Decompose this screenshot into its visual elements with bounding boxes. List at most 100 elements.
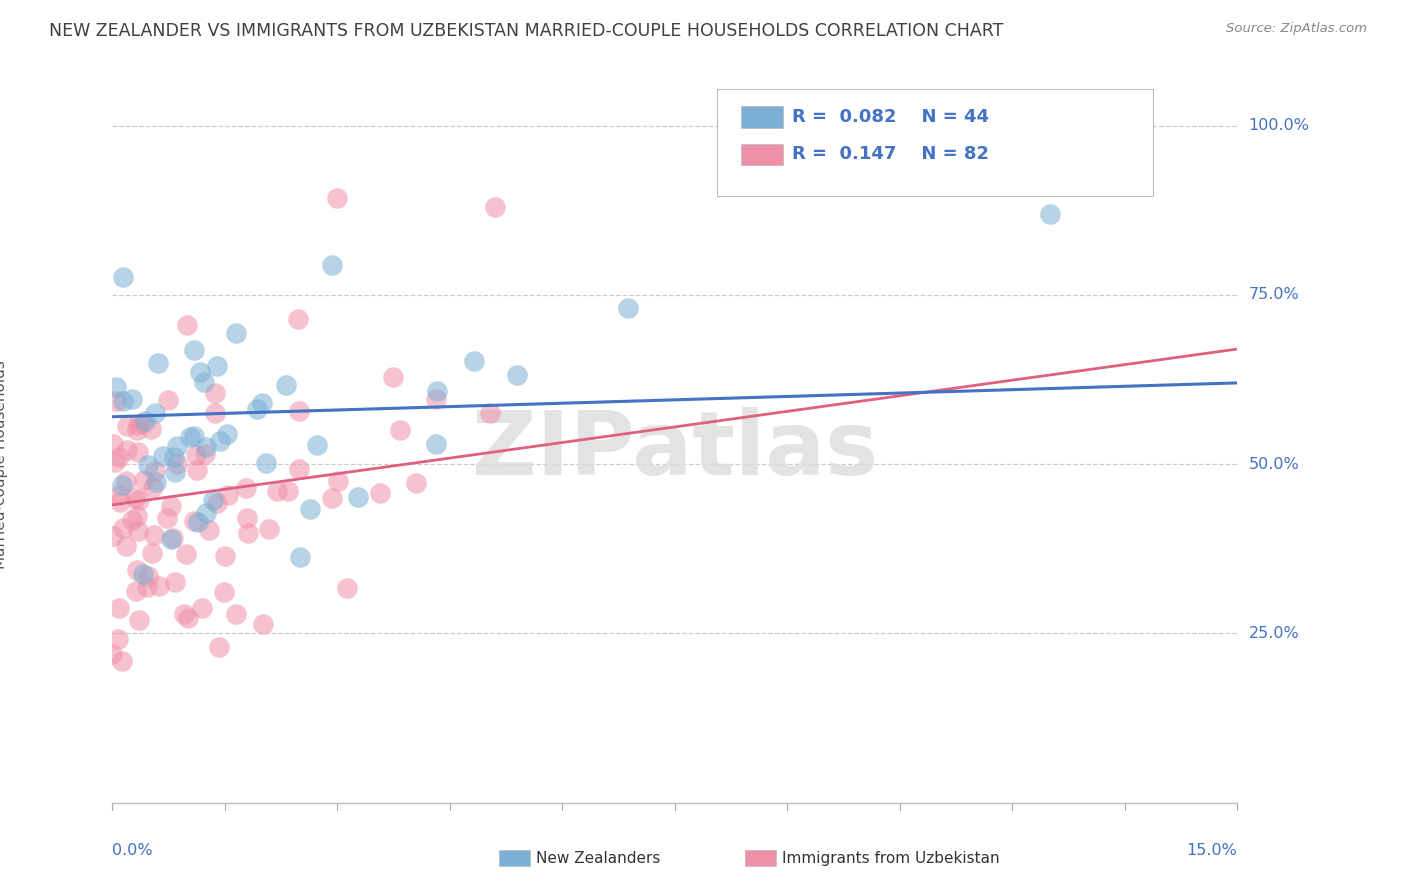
Point: [1039, 206, 1062, 220]
Point: [162, 532, 184, 546]
Text: Immigrants from Uzbekistan: Immigrants from Uzbekistan: [782, 851, 1000, 865]
Text: NEW ZEALANDER VS IMMIGRANTS FROM UZBEKISTAN MARRIED-COUPLE HOUSEHOLDS CORRELATIO: NEW ZEALANDER VS IMMIGRANTS FROM UZBEKIS…: [49, 22, 1004, 40]
Text: R =  0.082    N = 44: R = 0.082 N = 44: [792, 108, 988, 126]
Point: [174, 548, 197, 562]
Point: [183, 343, 205, 357]
Text: 0.0%: 0.0%: [112, 844, 153, 858]
Point: [201, 492, 224, 507]
Point: [287, 311, 309, 326]
Point: [128, 613, 150, 627]
Text: 75.0%: 75.0%: [1249, 287, 1299, 302]
Point: [381, 370, 404, 384]
Point: [425, 392, 447, 406]
Point: [193, 376, 215, 390]
Point: [236, 526, 259, 541]
Point: [288, 404, 311, 418]
Point: [112, 269, 135, 284]
Point: [347, 490, 370, 504]
Point: [104, 394, 127, 409]
Point: [177, 611, 200, 625]
Point: [107, 632, 129, 647]
Point: [124, 583, 146, 598]
Point: [425, 437, 447, 451]
Point: [179, 430, 201, 444]
Text: 25.0%: 25.0%: [1249, 626, 1299, 641]
Point: [127, 445, 149, 459]
Point: [225, 326, 247, 340]
Point: [111, 654, 134, 668]
Point: [136, 569, 159, 583]
Point: [326, 191, 349, 205]
Point: [132, 567, 155, 582]
Point: [277, 483, 299, 498]
Point: [184, 448, 207, 462]
Point: [299, 502, 322, 516]
Point: [136, 458, 159, 473]
Point: [115, 540, 138, 554]
Point: [250, 396, 273, 410]
Point: [141, 546, 163, 560]
Point: [121, 392, 143, 406]
Point: [388, 423, 411, 437]
Text: 100.0%: 100.0%: [1249, 118, 1309, 133]
Point: [108, 495, 131, 509]
Point: [111, 521, 134, 535]
Point: [205, 496, 228, 510]
Point: [176, 318, 198, 332]
Point: [225, 607, 247, 621]
Text: ZIPatlas: ZIPatlas: [472, 407, 877, 494]
Point: [186, 463, 208, 477]
Text: 50.0%: 50.0%: [1249, 457, 1299, 472]
Point: [156, 511, 179, 525]
Point: [426, 384, 449, 399]
Point: [208, 434, 231, 449]
Point: [287, 462, 309, 476]
Point: [235, 481, 257, 495]
Point: [156, 393, 179, 408]
Point: [195, 506, 218, 520]
Point: [131, 416, 153, 430]
Text: 15.0%: 15.0%: [1187, 844, 1237, 858]
Point: [145, 475, 167, 489]
Point: [254, 456, 277, 470]
Point: [143, 528, 166, 542]
Point: [104, 380, 127, 394]
Point: [101, 647, 124, 661]
Point: [121, 514, 143, 528]
Point: [484, 200, 506, 214]
Point: [127, 524, 149, 538]
Point: [148, 356, 170, 370]
Point: [148, 579, 170, 593]
Point: [336, 581, 359, 595]
Point: [145, 463, 167, 477]
Point: [321, 491, 343, 505]
Point: [103, 437, 125, 451]
Point: [111, 478, 134, 492]
Point: [217, 488, 239, 502]
Text: Source: ZipAtlas.com: Source: ZipAtlas.com: [1226, 22, 1367, 36]
Point: [108, 488, 131, 502]
Point: [104, 455, 127, 469]
Point: [125, 563, 148, 577]
Point: [197, 523, 219, 537]
Point: [266, 483, 288, 498]
Point: [236, 511, 259, 525]
Point: [166, 457, 188, 471]
Point: [160, 500, 183, 514]
Point: [506, 368, 529, 383]
Point: [305, 438, 328, 452]
Point: [152, 450, 174, 464]
Point: [107, 600, 129, 615]
Point: [114, 475, 136, 489]
Point: [326, 475, 349, 489]
Point: [165, 465, 187, 479]
Point: [134, 473, 156, 487]
Text: New Zealanders: New Zealanders: [536, 851, 659, 865]
Point: [128, 492, 150, 507]
Point: [163, 575, 186, 590]
Point: [111, 394, 134, 409]
Point: [191, 600, 214, 615]
Point: [103, 529, 125, 543]
Point: [194, 447, 217, 461]
Point: [246, 402, 269, 417]
